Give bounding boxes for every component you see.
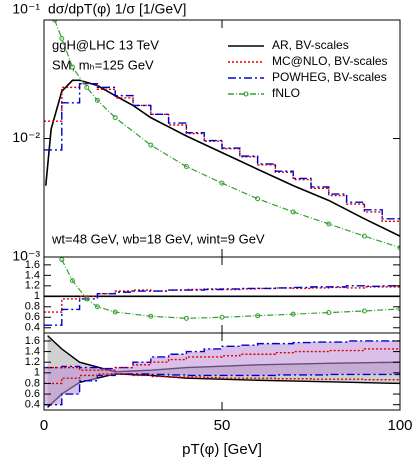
marker (148, 313, 154, 319)
annotation: ggH@LHC 13 TeV (52, 37, 159, 52)
marker (326, 310, 332, 316)
marker (84, 296, 90, 302)
y-tick-label: 1.6 (25, 259, 40, 271)
uncertainty-band (44, 340, 400, 405)
marker (112, 309, 118, 315)
plot-area (44, 20, 400, 251)
y-tick-label: 0.6 (25, 388, 40, 400)
marker (94, 304, 100, 310)
legend-label: POWHEG, BV-scales (272, 70, 387, 84)
marker (112, 115, 118, 121)
marker (94, 97, 100, 103)
marker (290, 311, 296, 317)
x-tick-label: 100 (387, 417, 412, 434)
annotation: SM, mₕ=125 GeV (52, 57, 154, 72)
y-tick-label: 1.2 (25, 280, 40, 292)
y-tick-label: 0.4 (25, 399, 40, 411)
marker (59, 257, 65, 263)
band-edge (44, 348, 400, 371)
line (61, 259, 400, 319)
y-tick-label: 10⁻³ (12, 248, 40, 264)
marker (255, 313, 261, 319)
plot-area (44, 335, 400, 408)
legend-label: MC@NLO, BV-scales (272, 54, 388, 68)
legend-marker (243, 91, 249, 97)
marker (69, 64, 75, 70)
x-axis-label: pT(φ) [GeV] (182, 441, 262, 458)
y-tick-label: 0.6 (25, 311, 40, 323)
y-tick-label: 1.6 (25, 335, 40, 347)
marker (290, 209, 296, 215)
legend-label: AR, BV-scales (272, 38, 349, 52)
marker (397, 306, 400, 312)
marker (326, 221, 332, 227)
marker (361, 308, 367, 314)
marker (255, 196, 261, 202)
marker (397, 245, 400, 251)
marker (219, 180, 225, 186)
legend-label: fNLO (272, 86, 300, 100)
y-tick-label: 1.4 (25, 345, 40, 357)
histogram (44, 286, 400, 313)
y-tick-label: 1 (34, 290, 40, 302)
marker (59, 35, 65, 41)
y-tick-label: 1.2 (25, 356, 40, 368)
chart-title: dσ/dpT(φ) 1/σ [1/GeV] (48, 1, 186, 17)
annotation: wt=48 GeV, wb=18 GeV, wint=9 GeV (51, 231, 265, 246)
marker (52, 20, 58, 23)
y-tick-label: 10⁻² (12, 129, 40, 145)
histogram (44, 83, 400, 220)
line (44, 79, 400, 237)
y-tick-label: 1 (34, 367, 40, 379)
x-tick-label: 0 (40, 417, 48, 434)
marker (148, 142, 154, 148)
band-edge (44, 373, 400, 385)
plot-area (44, 257, 400, 326)
band-edge (44, 340, 400, 370)
marker (69, 278, 75, 284)
marker (361, 233, 367, 239)
y-tick-label: 0.8 (25, 301, 40, 313)
histogram (44, 285, 400, 326)
y-tick-label: 0.8 (25, 377, 40, 389)
marker (183, 315, 189, 321)
marker (84, 84, 90, 90)
x-tick-label: 50 (214, 417, 231, 434)
y-tick-label: 0.4 (25, 322, 40, 334)
marker (219, 314, 225, 320)
y-tick-label: 1.4 (25, 269, 40, 281)
marker (183, 164, 189, 170)
y-tick-label: 10⁻¹ (12, 1, 40, 17)
